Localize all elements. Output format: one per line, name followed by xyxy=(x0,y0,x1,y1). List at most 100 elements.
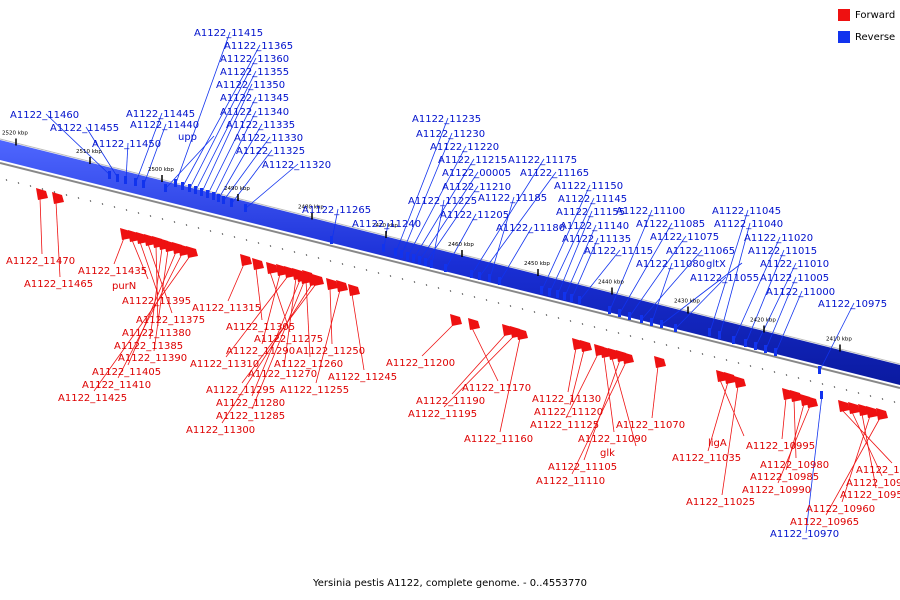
track-dot xyxy=(701,353,704,355)
reverse-leader-line xyxy=(189,57,257,189)
reverse-gene-label: A1122_11065 xyxy=(666,246,735,257)
reverse-gene-feature xyxy=(230,199,233,207)
reverse-leader-line xyxy=(431,199,445,265)
reverse-gene-label: A1122_11225 xyxy=(408,196,477,207)
reverse-leader-line xyxy=(819,302,855,371)
reverse-gene-label: A1122_11165 xyxy=(520,168,589,179)
reverse-gene-feature xyxy=(400,250,403,258)
reverse-leader-line xyxy=(201,83,253,193)
reverse-gene-label: A1122_11205 xyxy=(440,210,509,221)
reverse-leader-line xyxy=(479,171,557,277)
forward-gene-feature xyxy=(724,372,736,384)
reverse-gene-feature xyxy=(188,184,191,192)
reverse-gene-feature xyxy=(498,277,501,285)
forward-leader-line xyxy=(611,357,637,447)
forward-gene-label: A1122_11120 xyxy=(534,407,603,418)
tick-label: 2500 kbp xyxy=(148,167,174,173)
track-dot xyxy=(161,218,164,220)
forward-gene-label: A1122_11290 xyxy=(226,346,295,357)
reverse-leader-line xyxy=(579,249,621,301)
tick-label: 2460 kbp xyxy=(448,242,474,248)
forward-gene-label: purN xyxy=(112,281,136,292)
track-dot xyxy=(77,197,80,199)
track-dot xyxy=(413,281,416,283)
reverse-gene-feature xyxy=(244,204,247,212)
forward-gene-label: A1122_10960 xyxy=(806,504,875,515)
forward-gene-label: A1122_11315 xyxy=(192,303,261,314)
reverse-leader-line xyxy=(733,236,781,341)
forward-leader-line xyxy=(241,283,317,384)
forward-leader-line xyxy=(785,403,805,471)
reverse-gene-feature xyxy=(718,331,721,339)
forward-leader-line xyxy=(329,287,333,345)
reverse-leader-line xyxy=(745,249,785,344)
track-dot xyxy=(617,332,620,334)
forward-gene-label: A1122_11110 xyxy=(536,476,605,487)
reverse-gene-feature xyxy=(818,366,821,374)
track-dot xyxy=(605,329,608,331)
track-dot xyxy=(893,401,896,403)
forward-gene-feature xyxy=(326,278,338,290)
forward-gene-label: A1122_11125 xyxy=(530,420,599,431)
track-dot xyxy=(65,194,68,196)
forward-leader-line xyxy=(841,415,871,503)
track-dot xyxy=(629,335,632,337)
track-dot xyxy=(725,359,728,361)
reverse-gene-label: A1122_11345 xyxy=(220,93,289,104)
forward-gene-label: A1122_11390 xyxy=(118,353,187,364)
reverse-gene-label: A1122_11085 xyxy=(636,219,705,230)
forward-gene-label: A1122_11195 xyxy=(408,409,477,420)
forward-gene-label: A1122_11310 xyxy=(190,359,259,370)
track-dot xyxy=(749,365,752,367)
reverse-leader-line xyxy=(805,394,823,534)
forward-gene-label: A1122_11385 xyxy=(114,341,183,352)
reverse-gene-label: upp xyxy=(178,132,197,143)
reverse-leader-line xyxy=(407,145,467,257)
reverse-gene-label: A1122_11335 xyxy=(226,120,295,131)
reverse-leader-line xyxy=(755,262,797,347)
reverse-gene-label: A1122_11415 xyxy=(194,28,263,39)
reverse-gene-label: A1122_11010 xyxy=(760,259,829,270)
reverse-gene-feature xyxy=(200,188,203,196)
tick-label: 2480 kbp xyxy=(298,205,324,211)
forward-leader-line xyxy=(93,255,191,392)
forward-leader-line xyxy=(113,237,125,265)
legend-reverse-label: Reverse xyxy=(855,31,896,43)
reverse-leader-line xyxy=(135,112,163,183)
track-dot xyxy=(401,278,404,280)
forward-gene-feature xyxy=(790,390,802,402)
reverse-gene-feature xyxy=(116,174,119,182)
reverse-leader-line xyxy=(175,31,231,184)
forward-leader-line xyxy=(225,275,289,358)
reverse-gene-feature xyxy=(608,306,611,314)
forward-gene-label: ligA xyxy=(708,438,727,449)
reverse-gene-label: A1122_11230 xyxy=(416,129,485,140)
track-dot xyxy=(521,308,524,310)
forward-leader-line xyxy=(571,361,627,475)
reverse-gene-label: A1122_11445 xyxy=(126,109,195,120)
reverse-gene-feature xyxy=(570,294,573,302)
forward-gene-label: A1122_11465 xyxy=(24,279,93,290)
track-dot xyxy=(209,230,212,232)
track-dot xyxy=(761,368,764,370)
track-dot xyxy=(485,299,488,301)
tick-label: 2430 kbp xyxy=(674,299,700,305)
tick-label: 2510 kbp xyxy=(76,149,102,155)
reverse-gene-feature xyxy=(142,180,145,188)
forward-gene-feature xyxy=(450,314,462,326)
reverse-leader-line xyxy=(218,123,263,199)
reverse-gene-feature xyxy=(430,260,433,268)
forward-gene-label: A1122_10965 xyxy=(790,517,859,528)
forward-gene-label: A1122_11275 xyxy=(254,334,323,345)
forward-leader-line xyxy=(147,243,173,314)
forward-gene-label: A1122_11470 xyxy=(6,256,75,267)
forward-gene-label: A1122_10955 xyxy=(840,490,900,501)
track-dot xyxy=(149,215,152,217)
forward-leader-line xyxy=(227,263,245,302)
reverse-gene-label: A1122_11020 xyxy=(744,233,813,244)
track-dot xyxy=(137,212,140,214)
reverse-gene-feature xyxy=(222,196,225,204)
reverse-gene-label: A1122_11240 xyxy=(352,219,421,230)
track-dot xyxy=(869,395,872,397)
reverse-leader-line xyxy=(499,226,533,282)
